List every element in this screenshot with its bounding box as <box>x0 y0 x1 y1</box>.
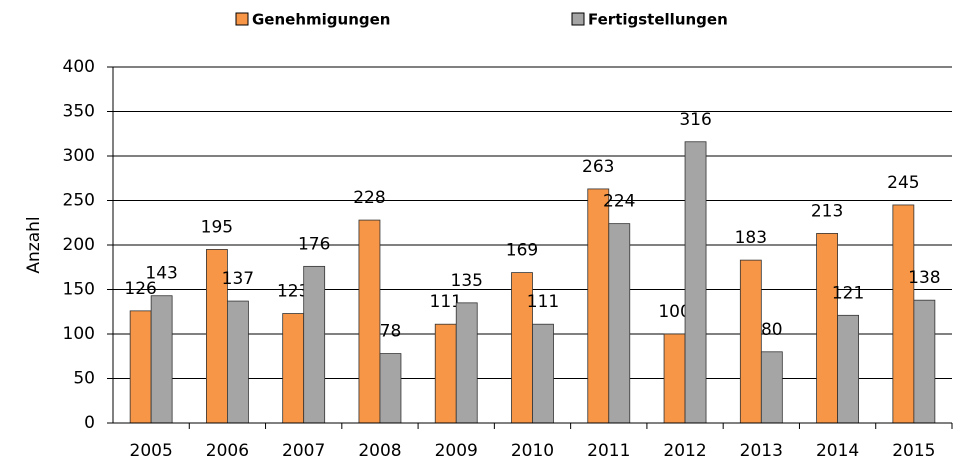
bar <box>608 223 631 424</box>
bar <box>379 353 402 424</box>
y-tick-label: 300 <box>63 146 95 166</box>
bar <box>739 259 762 424</box>
x-tick-label: 2006 <box>206 441 249 461</box>
data-label: 126 <box>124 279 156 299</box>
x-tick-label: 2007 <box>282 441 325 461</box>
bar <box>587 188 610 424</box>
data-label: 137 <box>222 269 254 289</box>
data-label: 224 <box>603 192 635 212</box>
y-tick-label: 50 <box>73 369 95 389</box>
bar <box>150 295 173 424</box>
data-label: 123 <box>277 282 309 302</box>
data-label: 195 <box>201 217 233 237</box>
bar <box>282 313 305 424</box>
data-label: 143 <box>145 264 177 284</box>
y-axis-label: Anzahl <box>24 216 44 273</box>
data-label: 80 <box>761 320 783 340</box>
data-label: 111 <box>527 292 559 312</box>
bar <box>129 310 152 424</box>
data-label: 121 <box>832 283 864 303</box>
x-tick-label: 2008 <box>358 441 401 461</box>
legend-text: Fertigstellungen <box>588 11 728 29</box>
data-label: 169 <box>506 241 538 261</box>
data-label: 100 <box>658 302 690 322</box>
x-tick-label: 2012 <box>663 441 706 461</box>
data-label: 228 <box>353 188 385 208</box>
bar <box>760 351 783 424</box>
x-tick-label: 2009 <box>435 441 478 461</box>
data-label: 245 <box>887 173 919 193</box>
y-tick-label: 0 <box>84 413 95 433</box>
data-label: 213 <box>811 201 843 221</box>
legend-text: Genehmigungen <box>252 11 390 29</box>
data-label: 183 <box>735 228 767 248</box>
data-label: 78 <box>380 322 402 342</box>
bar <box>663 333 686 424</box>
x-tick-label: 2013 <box>740 441 783 461</box>
y-tick-label: 400 <box>63 57 95 77</box>
x-tick-label: 2005 <box>130 441 173 461</box>
data-label: 176 <box>298 234 330 254</box>
y-tick-label: 250 <box>63 191 95 211</box>
data-label: 316 <box>679 110 711 130</box>
bar <box>816 233 838 424</box>
bar <box>227 300 249 424</box>
bar <box>434 323 457 424</box>
y-tick-label: 350 <box>63 102 95 122</box>
y-tick-label: 200 <box>63 235 95 255</box>
y-tick-label: 150 <box>63 280 95 300</box>
bar <box>913 299 936 424</box>
bar <box>455 302 478 424</box>
data-label: 111 <box>430 292 462 312</box>
x-tick-label: 2010 <box>511 441 554 461</box>
data-label: 138 <box>908 268 940 288</box>
bar <box>837 314 859 424</box>
bar <box>358 219 381 424</box>
bar <box>684 141 707 424</box>
bar <box>532 323 554 424</box>
x-tick-label: 2014 <box>816 441 859 461</box>
bar <box>892 204 915 424</box>
x-tick-label: 2011 <box>587 441 630 461</box>
legend-swatch <box>235 12 249 26</box>
bar <box>303 265 326 424</box>
data-label: 263 <box>582 157 614 177</box>
data-label: 135 <box>451 271 483 291</box>
y-tick-label: 100 <box>63 324 95 344</box>
legend-swatch <box>571 12 585 26</box>
x-tick-label: 2015 <box>892 441 935 461</box>
